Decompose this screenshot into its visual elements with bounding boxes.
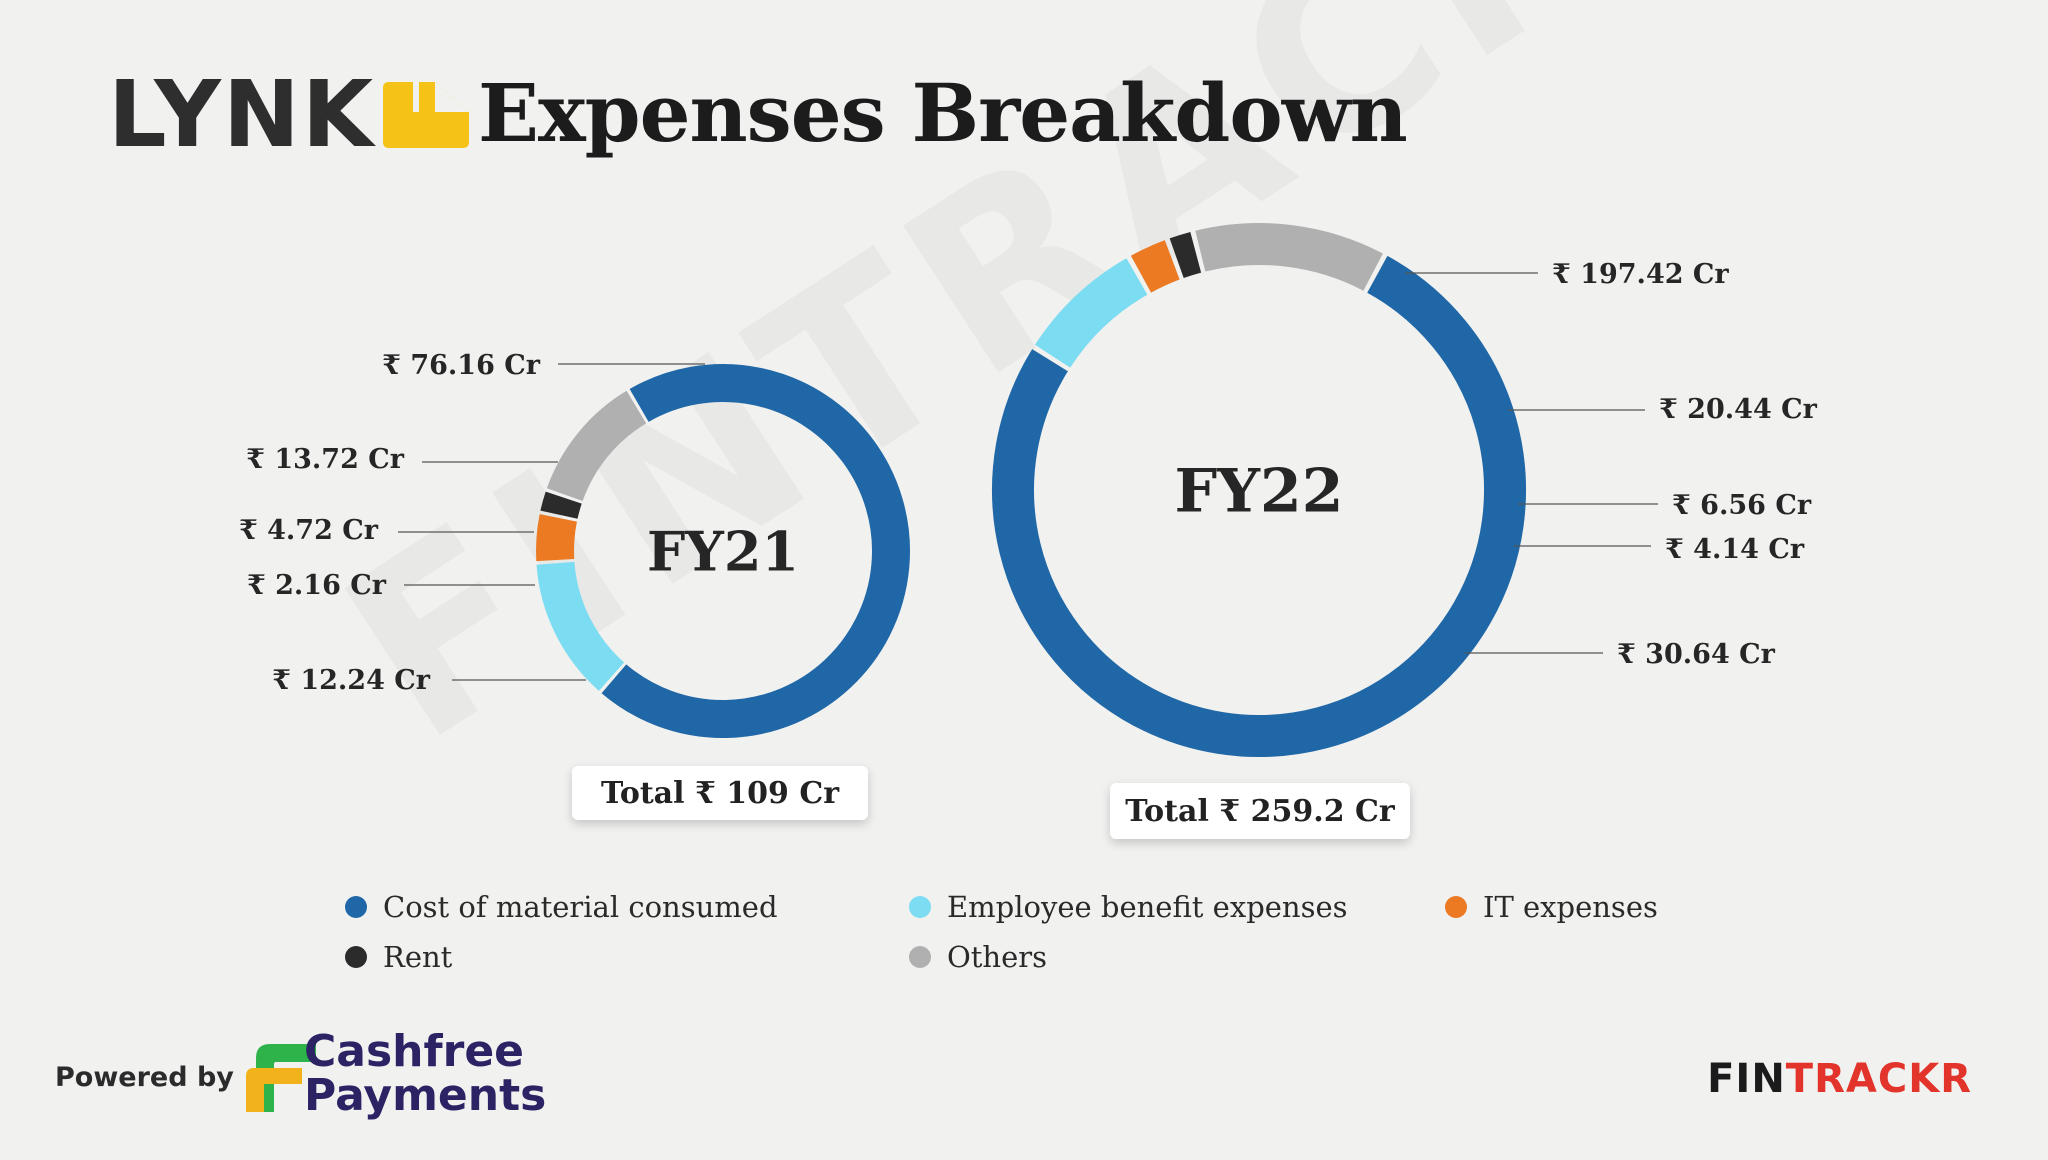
- legend-label: Cost of material consumed: [383, 890, 778, 924]
- cashfree-line-2: Payments: [304, 1070, 547, 1121]
- legend-item-rent: Rent: [345, 940, 452, 974]
- legend-dot: [909, 946, 931, 968]
- data-label: ₹ 13.72 Cr: [246, 444, 405, 475]
- center-label-fy21: FY21: [647, 519, 799, 583]
- slice-fy21-5: [546, 390, 647, 502]
- slice-fy22-4: [1169, 231, 1202, 279]
- cashfree-wordmark: Cashfree Payments: [304, 1030, 546, 1118]
- cashfree-logo-icon: [246, 1044, 316, 1112]
- slice-fy21-1: [601, 364, 910, 738]
- data-label: ₹ 20.44 Cr: [1659, 394, 1818, 425]
- brand-logo: LYNK: [108, 61, 470, 168]
- total-fy21: Total ₹ 109 Cr: [572, 766, 868, 820]
- powered-by-label: Powered by: [55, 1062, 234, 1093]
- legend-label: Rent: [383, 940, 453, 974]
- legend-label: IT expenses: [1483, 890, 1658, 924]
- logo-tag-icon: [383, 82, 470, 148]
- data-label: ₹ 4.14 Cr: [1665, 534, 1805, 565]
- center-label-fy22: FY22: [1175, 457, 1344, 527]
- data-label: ₹ 2.16 Cr: [247, 570, 387, 601]
- legend-label: Others: [947, 940, 1048, 974]
- legend-label: Employee benefit expenses: [947, 890, 1348, 924]
- slice-fy22-2: [1034, 258, 1148, 369]
- slice-fy21-3: [536, 514, 578, 562]
- cashfree-line-1: Cashfree: [304, 1026, 525, 1077]
- donut-fy22: FY22 ₹ 197.42 Cr ₹ 20.44 Cr ₹ 6.56 Cr ₹ 4.14…: [992, 223, 1818, 757]
- data-label: ₹ 197.42 Cr: [1552, 259, 1729, 290]
- legend-dot: [345, 896, 367, 918]
- fintrackr-logo: FINTRACKR: [1707, 1056, 1972, 1102]
- total-fy22: Total ₹ 259.2 Cr: [1110, 783, 1410, 839]
- legend-dot: [909, 896, 931, 918]
- data-label: ₹ 76.16 Cr: [382, 350, 541, 381]
- legend-item-cost-of-material: Cost of material consumed: [345, 890, 778, 924]
- page-title: Expenses Breakdown: [478, 66, 1408, 160]
- logo-text: LYNK: [108, 61, 376, 168]
- data-label: ₹ 6.56 Cr: [1672, 490, 1812, 521]
- data-label: ₹ 12.24 Cr: [272, 665, 431, 696]
- slice-fy22-5: [1195, 223, 1383, 291]
- fintrackr-accent: TRACKR: [1785, 1056, 1972, 1102]
- slice-fy21-2: [536, 561, 625, 691]
- legend-item-others: Others: [909, 940, 1047, 974]
- legend-item-it-expenses: IT expenses: [1445, 890, 1658, 924]
- legend-item-employee-benefit: Employee benefit expenses: [909, 890, 1348, 924]
- slice-fy22-1: [992, 255, 1526, 757]
- data-label: ₹ 4.72 Cr: [239, 515, 379, 546]
- donut-fy21: FY21 ₹ 76.16 Cr ₹ 13.72 Cr ₹ 4.72 Cr ₹ 2.16 …: [239, 350, 910, 738]
- legend-dot: [345, 946, 367, 968]
- data-label: ₹ 30.64 Cr: [1617, 639, 1776, 670]
- fintrackr-prefix: FIN: [1707, 1056, 1786, 1102]
- legend-dot: [1445, 896, 1467, 918]
- slice-fy22-3: [1130, 240, 1180, 293]
- slice-fy21-4: [540, 491, 582, 519]
- legend: Cost of material consumed Employee benef…: [345, 890, 1745, 1000]
